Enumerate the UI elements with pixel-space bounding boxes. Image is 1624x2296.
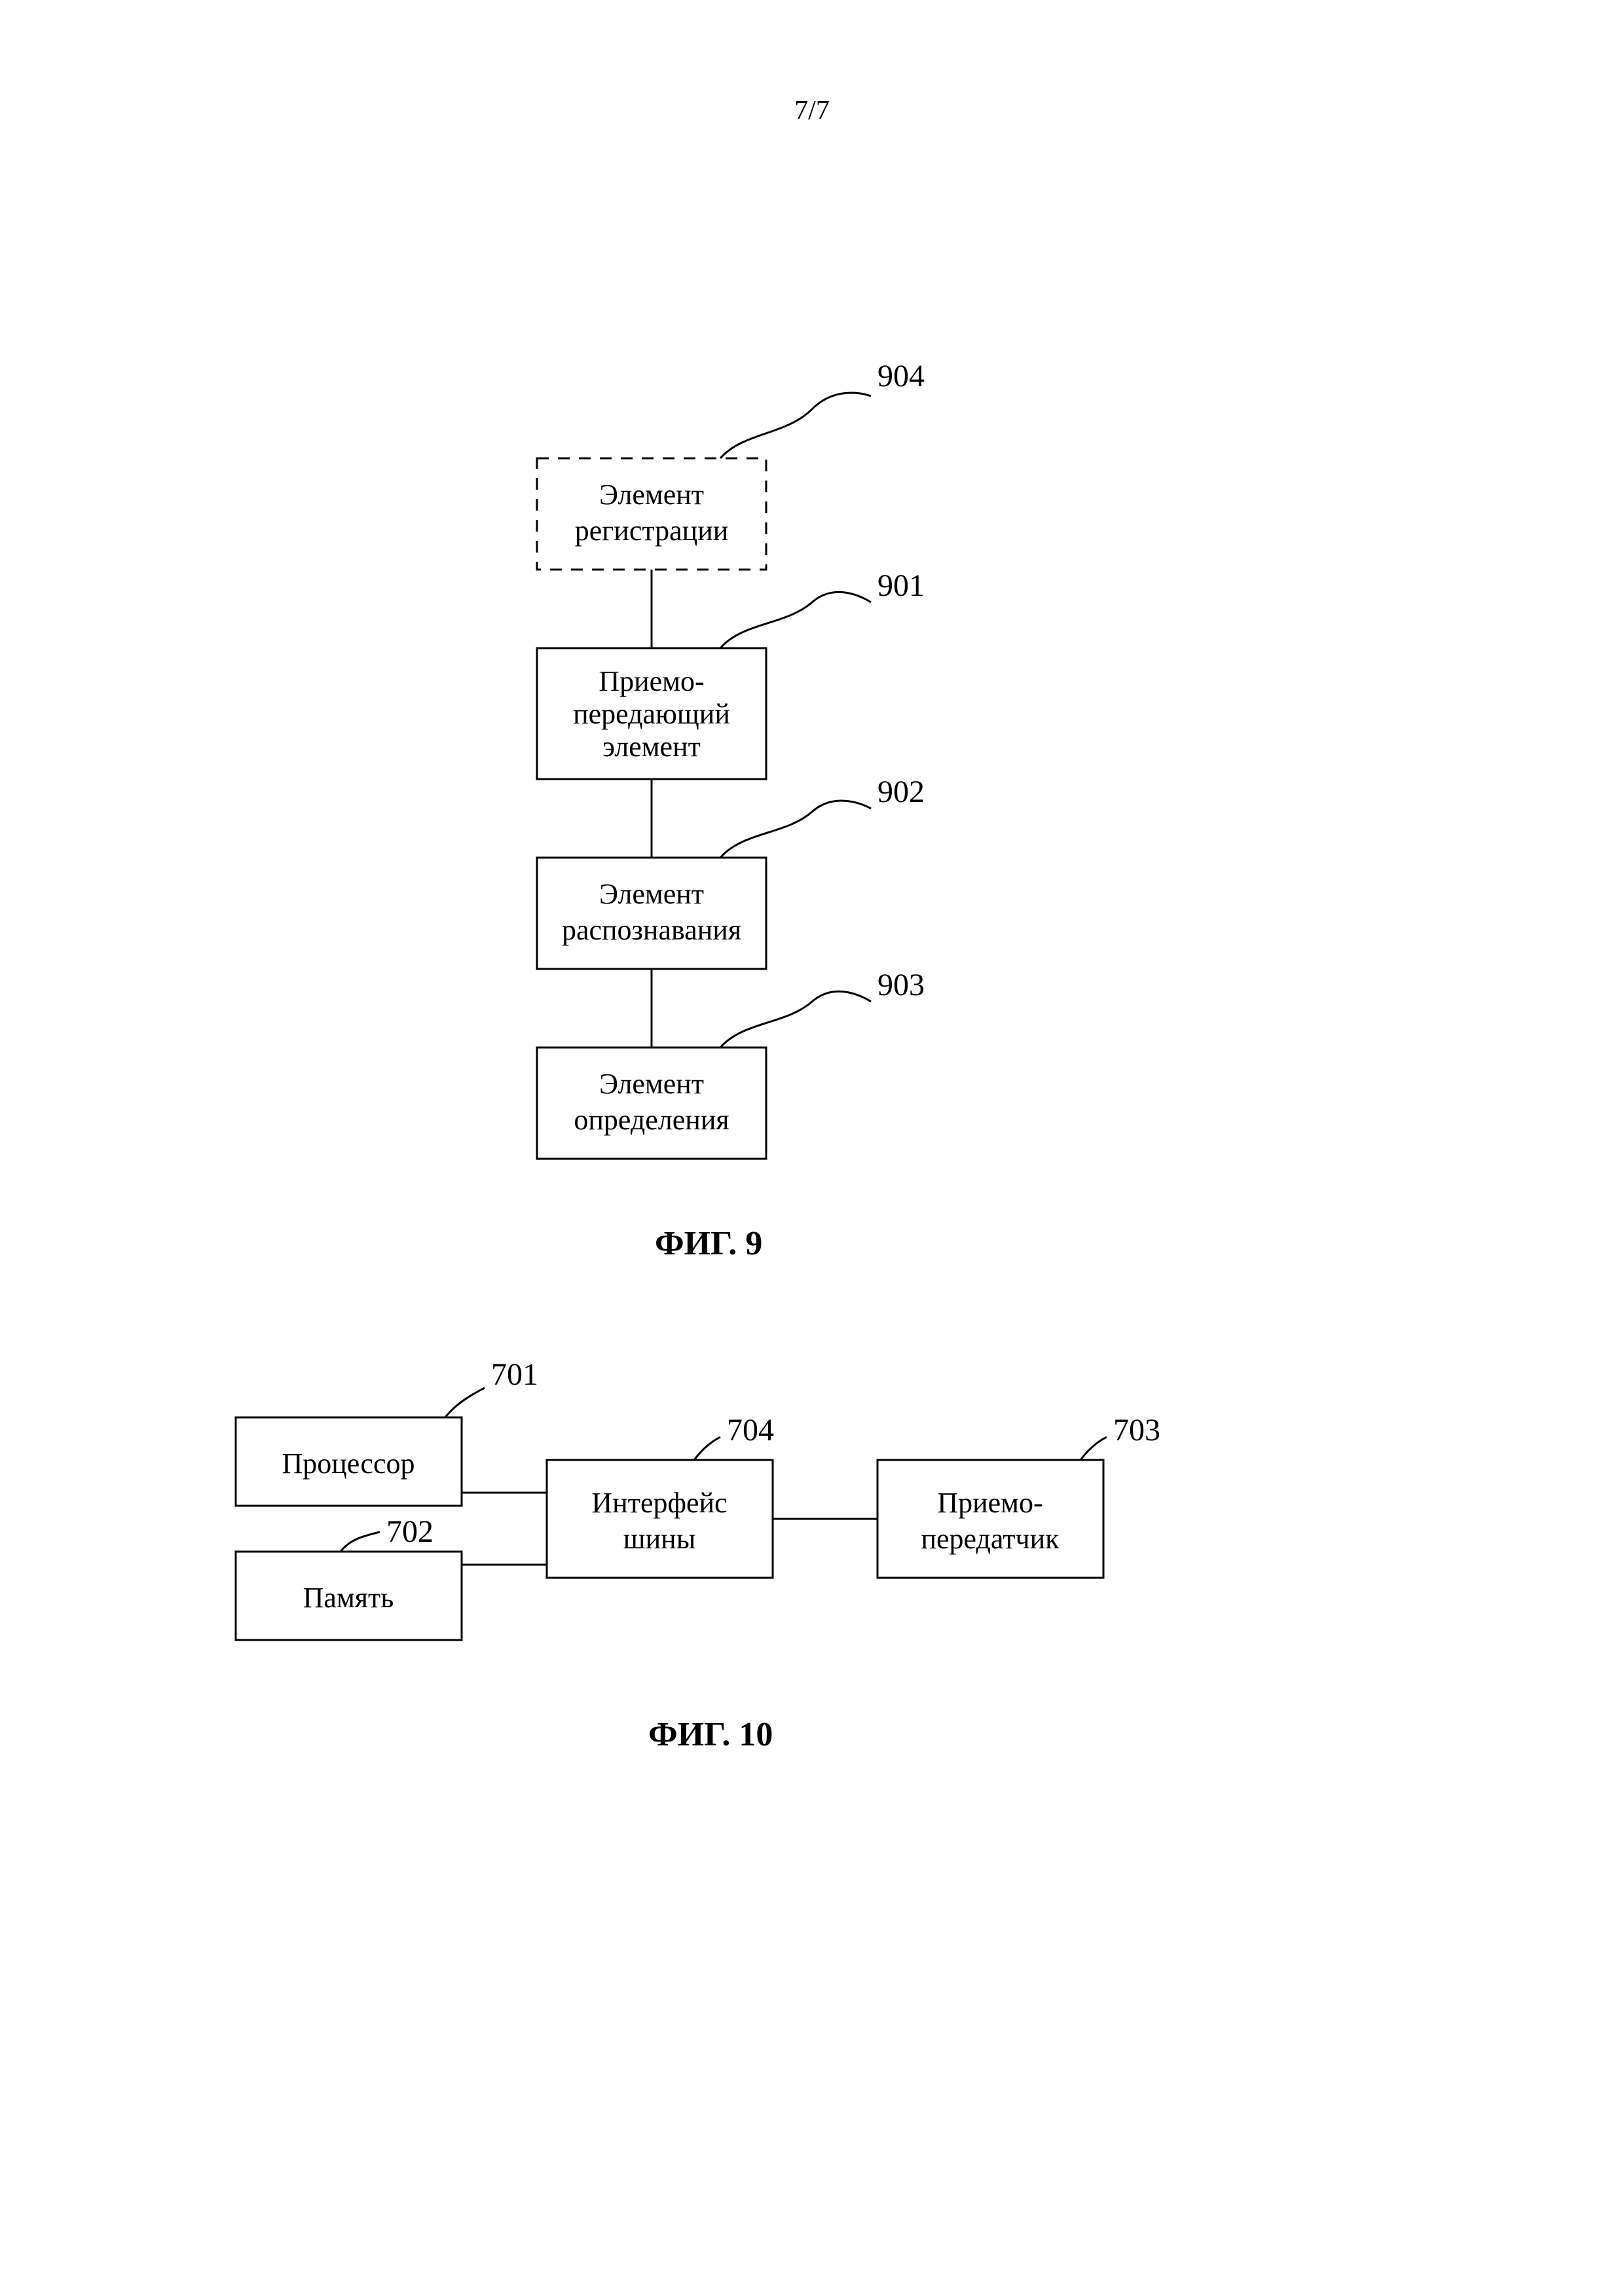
node-701-text: Процессор — [282, 1448, 415, 1480]
ref-704: 704 — [727, 1413, 774, 1448]
node-703-text-2: передатчик — [921, 1523, 1060, 1555]
ref-701: 701 — [491, 1357, 538, 1392]
node-704-box — [547, 1460, 773, 1578]
lead-704 — [694, 1437, 720, 1460]
ref-703: 703 — [1113, 1413, 1160, 1448]
lead-702 — [341, 1532, 380, 1552]
node-704-text-2: шины — [623, 1523, 696, 1555]
lead-703 — [1080, 1437, 1107, 1460]
ref-702: 702 — [386, 1514, 434, 1549]
node-703-box — [877, 1460, 1103, 1578]
node-703-text-1: Приемо- — [937, 1487, 1043, 1519]
node-704-text-1: Интерфейс — [591, 1487, 727, 1519]
node-702-text: Память — [303, 1582, 394, 1614]
lead-701 — [445, 1388, 485, 1417]
figure-10: Процессор Память Интерфейс шины Приемо- … — [0, 0, 1624, 2296]
figure-10-caption: ФИГ. 10 — [648, 1715, 773, 1754]
page: 7/7 Элемент регистрации Приемо- передающ… — [0, 0, 1624, 2296]
